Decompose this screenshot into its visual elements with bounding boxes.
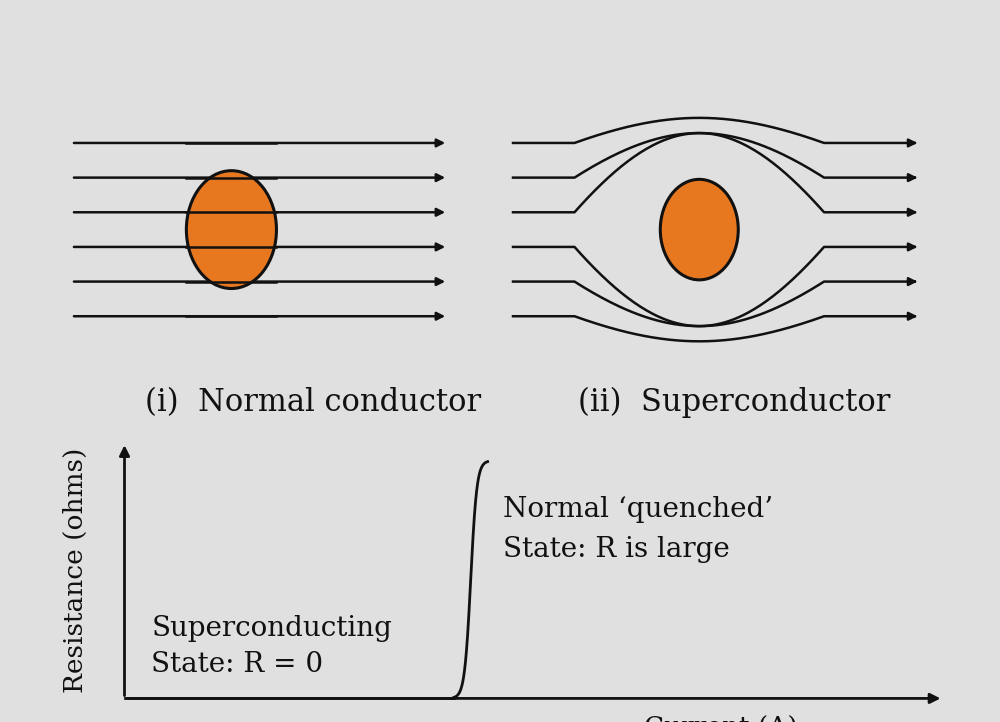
Text: (i)  Normal conductor: (i) Normal conductor [145, 388, 481, 418]
Text: Normal ‘quenched’: Normal ‘quenched’ [503, 496, 773, 523]
Text: (ii)  Superconductor: (ii) Superconductor [578, 387, 890, 419]
Text: Current (A): Current (A) [644, 716, 798, 722]
Ellipse shape [660, 179, 738, 280]
Text: State: R = 0: State: R = 0 [151, 651, 323, 679]
Text: Superconducting: Superconducting [151, 615, 392, 642]
Ellipse shape [186, 170, 276, 289]
Text: Resistance (ohms): Resistance (ohms) [63, 448, 88, 693]
Text: State: R is large: State: R is large [503, 536, 730, 562]
